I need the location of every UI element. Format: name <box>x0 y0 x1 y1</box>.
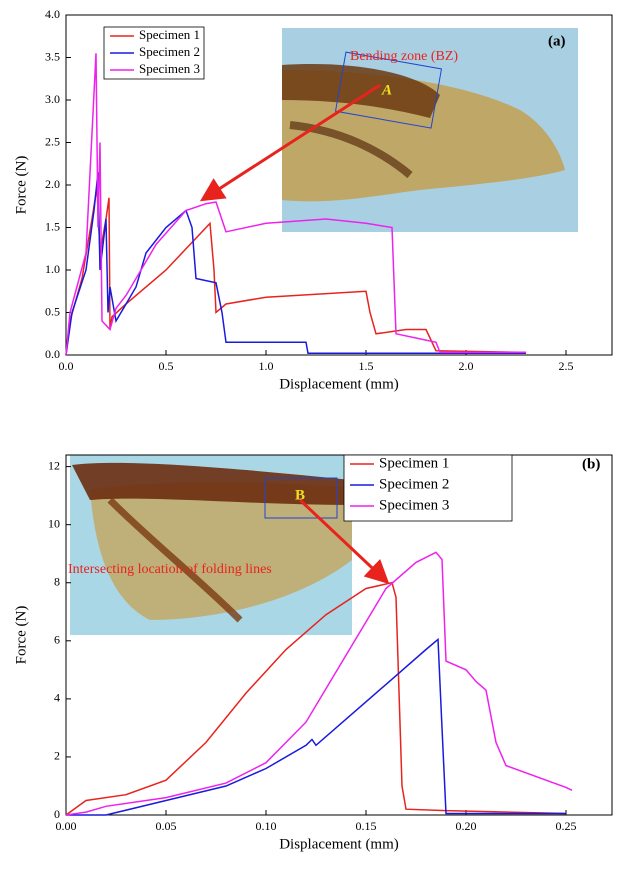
y-tick-label: 8 <box>54 574 60 588</box>
legend-label: Specimen 1 <box>379 455 449 471</box>
y-tick-label: 0.0 <box>45 347 60 361</box>
legend-label: Specimen 3 <box>139 61 200 76</box>
legend-box <box>343 454 513 522</box>
inset-photo-a <box>199 28 578 232</box>
y-tick-label: 0 <box>54 807 60 821</box>
inset-photo-b <box>70 455 390 635</box>
x-axis-title: Displacement (mm) <box>279 836 399 852</box>
x-tick-label: 0.5 <box>159 359 174 373</box>
x-tick-label: 0.15 <box>356 819 377 833</box>
x-tick-label: 0.00 <box>56 819 77 833</box>
x-tick-label: 0.05 <box>156 819 177 833</box>
x-axis-title: Displacement (mm) <box>279 376 399 392</box>
y-tick-label: 0.5 <box>45 304 60 318</box>
data-line <box>65 581 567 816</box>
x-tick-label: 2.5 <box>559 359 574 373</box>
y-tick-label: 1.0 <box>45 262 60 276</box>
legend-label: Specimen 2 <box>379 476 449 492</box>
x-tick-label: 1.0 <box>259 359 274 373</box>
legend-label: Specimen 3 <box>379 497 449 513</box>
data-line <box>65 53 526 356</box>
plot-frame <box>65 454 613 816</box>
y-tick-label: 10 <box>48 516 60 530</box>
panel-label: (b) <box>582 456 600 472</box>
y-tick-label: 4.0 <box>45 7 60 21</box>
data-line <box>65 551 573 816</box>
data-line <box>66 637 566 816</box>
annotation: B <box>295 487 305 503</box>
x-tick-label: 0.0 <box>59 359 74 373</box>
y-tick-label: 6 <box>54 633 60 647</box>
x-tick-label: 0.20 <box>456 819 477 833</box>
x-tick-label: 0.10 <box>256 819 277 833</box>
y-tick-label: 12 <box>48 458 60 472</box>
annotation: Intersecting location of folding lines <box>68 562 272 577</box>
y-tick-label: 2 <box>54 749 60 763</box>
x-tick-label: 1.5 <box>359 359 374 373</box>
y-tick-label: 1.5 <box>45 219 60 233</box>
annotation: A <box>381 82 392 98</box>
panel-label: (a) <box>548 33 566 49</box>
y-tick-label: 3.5 <box>45 49 60 63</box>
y-tick-label: 4 <box>54 691 60 705</box>
y-tick-label: 2.0 <box>45 177 60 191</box>
y-tick-label: 2.5 <box>45 134 60 148</box>
annotation: Bending zone (BZ) <box>350 49 458 64</box>
y-axis-title: Force (N) <box>13 606 29 665</box>
x-tick-label: 2.0 <box>459 359 474 373</box>
y-tick-label: 3.0 <box>45 92 60 106</box>
y-axis-title: Force (N) <box>13 156 29 215</box>
legend-label: Specimen 2 <box>139 44 200 59</box>
legend-label: Specimen 1 <box>139 27 200 42</box>
x-tick-label: 0.25 <box>556 819 577 833</box>
